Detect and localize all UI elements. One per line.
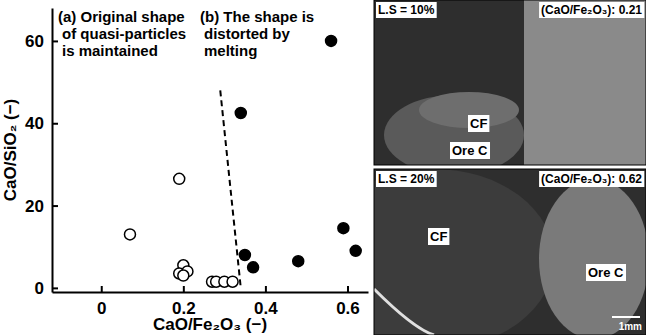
- annotation-text: is maintained: [62, 42, 158, 59]
- boundary-line: [220, 90, 241, 288]
- point: [178, 270, 189, 281]
- label-text: CF: [470, 116, 487, 131]
- axis-line: [52, 9, 54, 293]
- label-box: [376, 171, 437, 187]
- axis-line: [53, 292, 369, 294]
- tick: 0.4: [254, 286, 278, 318]
- plot-area: [124, 35, 361, 287]
- tick-mark: [52, 205, 58, 207]
- micrograph-image: [374, 0, 646, 165]
- annotation: (b) The shape isdistorted bymelting: [200, 8, 314, 59]
- tick-mark: [265, 286, 267, 292]
- tick: 0: [35, 279, 58, 298]
- label: L.S = 10%: [376, 2, 437, 18]
- x-axis-title: CaO/Fe₂O₃ (−): [153, 315, 267, 334]
- figure: 0 0.2 0.4 0.6 0 20 40 60 CaO/Fe₂O₃ (−) CaO/SiO₂ (…: [0, 0, 646, 335]
- label-box: [539, 171, 644, 187]
- annotation-text: distorted by: [204, 25, 290, 42]
- tick-mark: [347, 286, 349, 292]
- tick: 40: [25, 114, 58, 133]
- label-box: [450, 142, 490, 159]
- label: CF: [468, 115, 489, 132]
- tick-mark: [52, 40, 58, 42]
- point: [350, 245, 361, 256]
- micrograph: L.S = 10% (CaO/Fe₂O₃): 0.21 CF Ore C: [374, 0, 646, 175]
- scale-bar-label: 1mm: [619, 321, 642, 332]
- y-axis: 0 20 40 60: [25, 9, 58, 298]
- tick-mark: [52, 123, 58, 125]
- point: [174, 173, 185, 184]
- x-axis: 0 0.2 0.4 0.6: [53, 286, 369, 318]
- annotation-text: of quasi-particles: [62, 25, 186, 42]
- tick-mark: [52, 287, 58, 289]
- micrograph: L.S = 20% (CaO/Fe₂O₃): 0.62 CF Ore C 1mm: [314, 169, 646, 335]
- label: Ore C: [450, 142, 490, 159]
- label-text: Ore C: [452, 143, 488, 158]
- scale-bar: [612, 316, 640, 318]
- point: [239, 249, 250, 260]
- tick: 0.2: [172, 286, 196, 318]
- point: [293, 256, 304, 267]
- tick-mark: [101, 286, 103, 292]
- label: L.S = 20%: [376, 171, 437, 187]
- point: [248, 262, 259, 273]
- label-text: L.S = 10%: [378, 3, 435, 17]
- point: [124, 229, 135, 240]
- label-text: CF: [430, 229, 447, 244]
- region: [524, 0, 646, 165]
- tick-label: 0: [35, 279, 44, 298]
- micrograph-image: [374, 169, 646, 335]
- label-text: (CaO/Fe₂O₃): 0.21: [541, 3, 642, 17]
- tick-mark: [183, 286, 185, 292]
- tick-label: 20: [25, 197, 44, 216]
- label: CF: [428, 228, 449, 245]
- annotation: (a) Original shapeof quasi-particlesis m…: [58, 8, 186, 59]
- tick-label: 40: [25, 114, 44, 133]
- label-box: [586, 264, 626, 281]
- annotation-text: melting: [204, 42, 257, 59]
- tick-label: 60: [25, 32, 44, 51]
- point: [338, 223, 349, 234]
- label-box: [428, 228, 449, 245]
- tick: 60: [25, 32, 58, 51]
- region: [539, 179, 646, 335]
- label-text: Ore C: [588, 265, 624, 280]
- annotation-text: (a) Original shape: [58, 8, 185, 25]
- label-box: [539, 2, 644, 18]
- tick: 20: [25, 197, 58, 216]
- tick: 0: [97, 286, 106, 318]
- tick-label: 0: [97, 299, 106, 318]
- label-box: [376, 2, 437, 18]
- label-text: (CaO/Fe₂O₃): 0.62: [541, 172, 642, 186]
- point: [235, 107, 246, 118]
- region: [374, 289, 434, 335]
- label-box: [468, 115, 489, 132]
- point: [227, 276, 238, 287]
- label: (CaO/Fe₂O₃): 0.21: [539, 2, 644, 18]
- tick-label: 0.6: [336, 299, 360, 318]
- panel-frame: [374, 0, 646, 165]
- label: (CaO/Fe₂O₃): 0.62: [539, 171, 644, 187]
- label-text: L.S = 20%: [378, 172, 435, 186]
- y-axis-title: CaO/SiO₂ (−): [1, 99, 20, 202]
- region: [374, 169, 554, 335]
- point: [326, 35, 337, 46]
- tick: 0.6: [336, 286, 360, 318]
- annotation-text: (b) The shape is: [200, 8, 314, 25]
- label: Ore C: [586, 264, 626, 281]
- panel-frame: [374, 169, 646, 335]
